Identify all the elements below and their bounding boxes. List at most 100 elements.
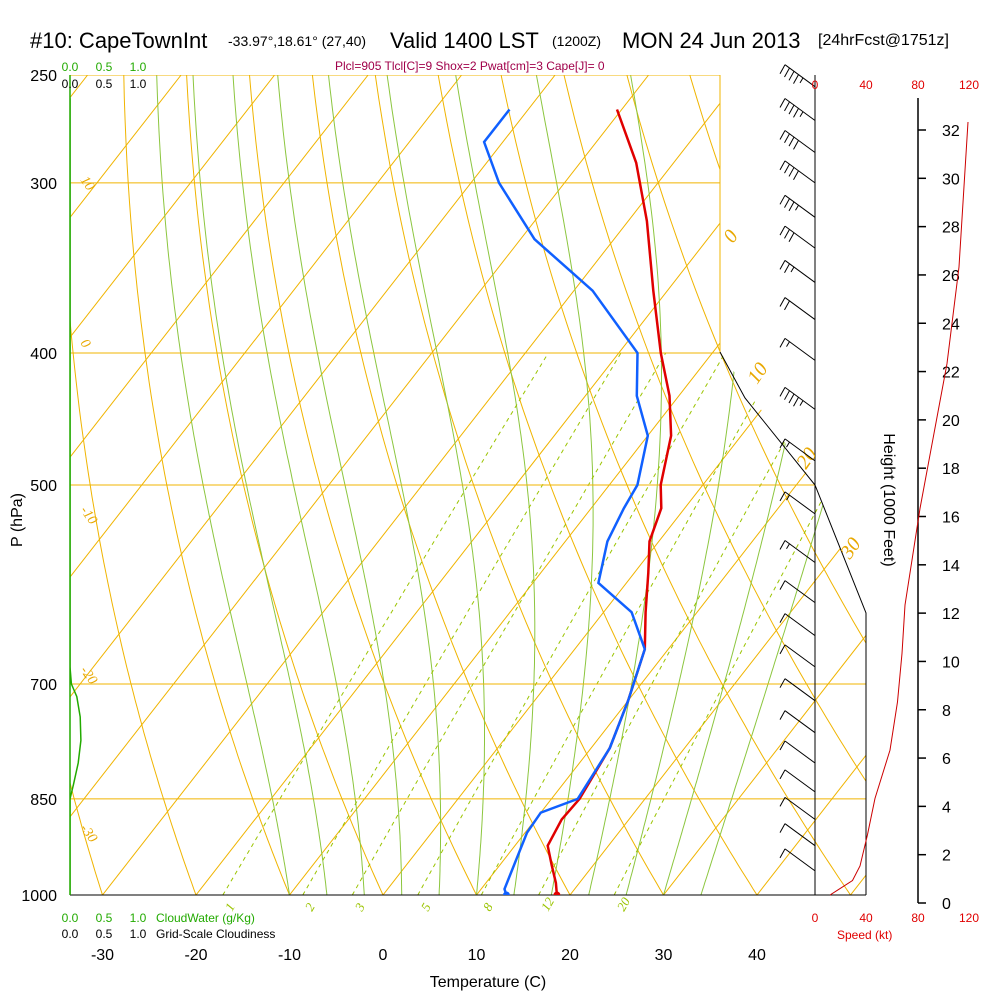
mixing-ratio-value-label: 20 [614,894,634,913]
isotherm-line [944,75,1000,895]
dry-adiabat-line [123,75,290,895]
mixing-ratio-line [613,352,866,895]
x-axis-label: Temperature (C) [430,974,546,991]
cloudiness-bottom-tick: 1.0 [130,927,147,941]
wind-barb-staff [784,580,816,604]
temperature-tick-label: 10 [468,947,486,964]
height-tick-label: 28 [942,220,960,237]
wind-barb-staff [784,540,816,563]
wind-barb-flag [779,297,786,307]
wind-barb-flag [799,400,804,406]
temperature-tick-label: -20 [184,947,207,964]
moist-adiabat-line [328,75,442,895]
wind-barb-staff [784,823,816,847]
wind-barb-flag [784,67,790,78]
wind-barb-staff [784,386,816,410]
temperature-tick-label: 40 [748,947,766,964]
dry-adiabat-line [941,75,1000,895]
wind-barb-flag [784,263,790,273]
pressure-tick-label: 700 [30,677,57,694]
wind-barb-staff [784,710,816,734]
wind-barb-staff [784,225,816,249]
speed-axis-label: Speed (kt) [837,928,892,942]
wind-barb-flag [784,390,790,400]
plot-right-boundary [719,351,867,895]
cloudwater-top-tick: 1.0 [130,60,147,74]
isotherm-line [70,75,275,895]
wind-barb-flag [779,64,786,74]
wind-barb-staff [784,769,816,793]
wind-barb-flag [779,613,786,623]
isotherm-value-label: 0 [719,226,743,247]
height-tick-label: 0 [942,896,951,913]
wind-barb-flag [793,170,799,180]
wind-barb-staff [784,613,816,637]
mixing-ratio-line [222,352,549,895]
dewpoint-profile-line [482,108,650,895]
speed-top-tick: 120 [959,78,979,92]
wind-barb-flag [784,133,790,144]
wind-barb-flag [793,140,799,150]
isotherm-value-label: 10 [77,174,97,194]
wind-barb-flag [784,229,790,239]
pressure-tick-label: 1000 [21,888,57,905]
wind-barb-flag [788,71,795,81]
moist-adiabat-line [588,75,662,895]
wind-barb-flag [779,540,786,550]
forecast-date: MON 24 Jun 2013 [622,28,801,53]
speed-top-tick: 80 [911,78,925,92]
wind-barb-flag [799,77,804,84]
height-tick-label: 26 [942,268,960,285]
wind-barb-flag [788,167,795,177]
wind-barb-staff [784,678,816,702]
isotherm-line [70,75,182,895]
cloudwater-bottom-tick: 0.0 [62,911,79,925]
cloudiness-bottom-tick: 0.0 [62,927,79,941]
isotherm-line [850,75,866,895]
height-tick-label: 14 [942,558,960,575]
pressure-tick-label: 300 [30,176,57,193]
height-tick-label: 20 [942,413,960,430]
speed-bottom-tick: 0 [812,911,819,925]
mixing-ratio-line [351,352,667,895]
wind-barb-staff [784,848,816,872]
cloudiness-label: Grid-Scale Cloudiness [156,927,275,941]
isotherm-line [756,75,866,895]
wind-barb-flag [793,74,799,84]
dry-adiabat-line [311,75,571,895]
wind-barb-flag [779,225,786,236]
speed-bottom-tick: 40 [859,911,873,925]
cloudwater-label: CloudWater (g/Kg) [156,911,255,925]
temperature-tick-label: 30 [655,947,673,964]
wind-barb-staff [784,740,816,764]
wind-barb-flag [790,266,795,273]
height-tick-label: 10 [942,654,960,671]
isotherm-line [663,75,866,895]
height-tick-label: 18 [942,461,960,478]
height-tick-label: 22 [942,365,960,382]
moist-adiabat-line [156,75,290,895]
wind-barb-flag [788,393,795,404]
cloudwater-top-tick: 0.0 [62,60,79,74]
wind-barb-flag [793,397,799,407]
isotherm-value-label: 30 [836,534,866,564]
height-axis-label: Height (1000 Feet) [880,433,897,566]
wind-barb-staff [784,337,816,361]
wind-barb-staff [784,64,816,88]
wind-barb-flag [788,136,795,147]
mixing-ratio-value-label: 8 [480,900,496,914]
wind-barb-flag [779,130,786,140]
height-tick-label: 2 [942,848,951,865]
temperature-tick-label: 20 [561,947,579,964]
zulu-time: (1200Z) [552,33,602,49]
wind-barb-staff [784,260,816,283]
dry-adiabat-line [815,75,866,895]
isotherm-value-label: 20 [792,444,821,473]
cloudwater-top-tick: 0.5 [96,60,113,74]
wind-barb-flag [793,108,799,118]
wind-barb-flag [788,201,795,212]
height-tick-label: 4 [942,799,951,816]
wind-barb-flag [779,710,786,720]
mixing-ratio-line [417,352,726,895]
wind-barb-staff [784,644,816,668]
